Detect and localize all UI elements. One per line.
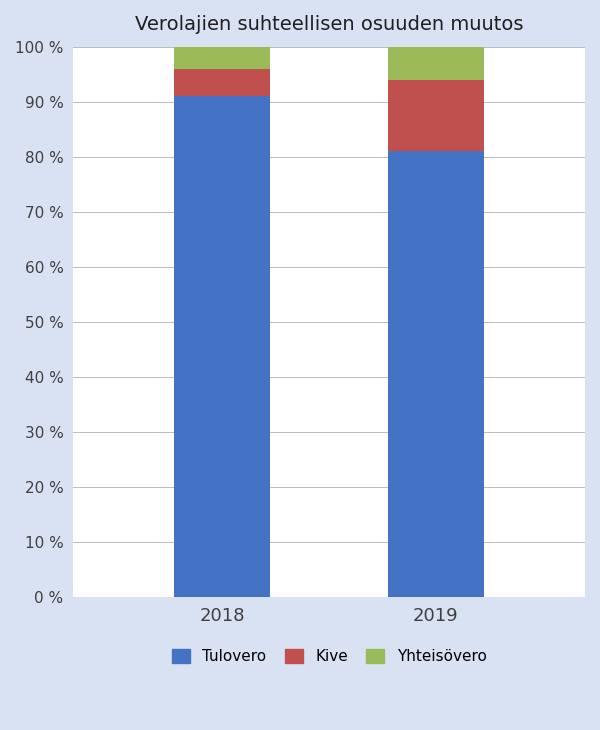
Bar bbox=[175, 69, 271, 96]
Bar bbox=[388, 151, 484, 597]
Title: Verolajien suhteellisen osuuden muutos: Verolajien suhteellisen osuuden muutos bbox=[135, 15, 523, 34]
Bar bbox=[175, 96, 271, 597]
Bar bbox=[388, 47, 484, 80]
Legend: Tulovero, Kive, Yhteisövero: Tulovero, Kive, Yhteisövero bbox=[166, 643, 493, 670]
Bar bbox=[388, 80, 484, 151]
Bar bbox=[175, 47, 271, 69]
